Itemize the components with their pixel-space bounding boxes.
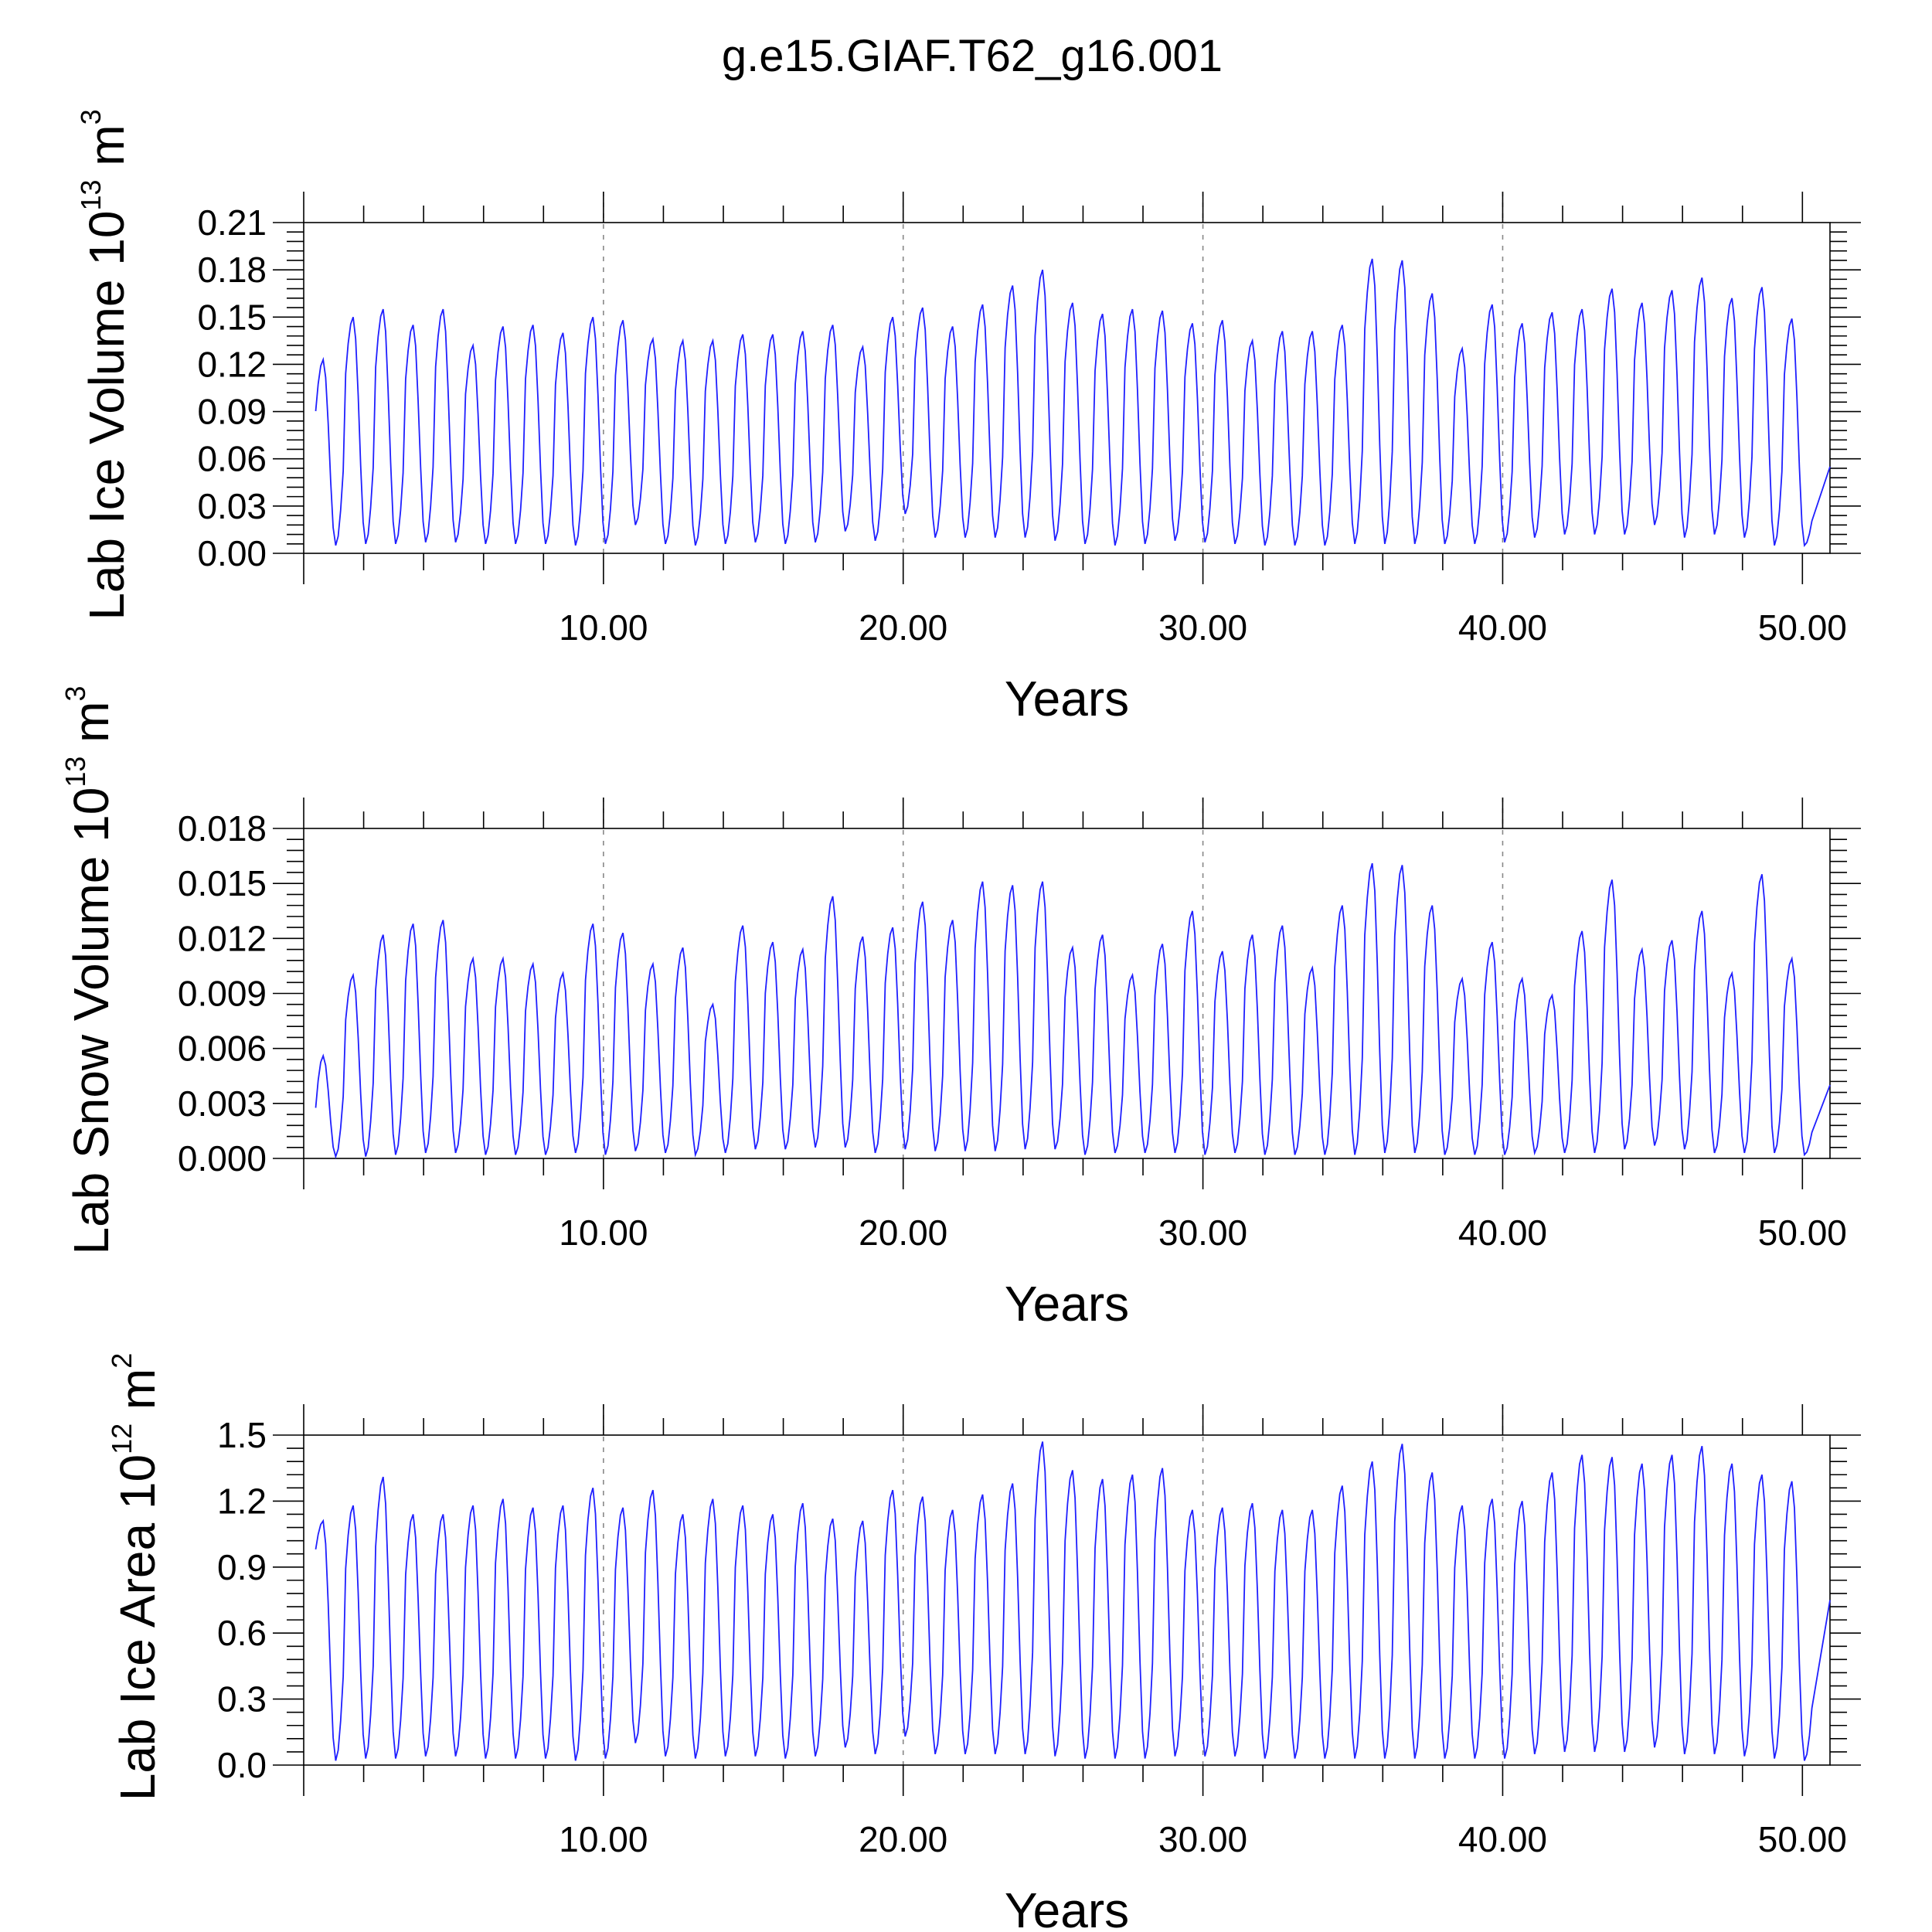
y-tick-label: 0.9 bbox=[217, 1547, 267, 1587]
panel-ice-area: 0.0 0.3 0.6 0.9 1.2 1.5 10.00 20.00 30.00 40.00 50… bbox=[106, 1353, 1861, 1932]
x-tick-label: 40.00 bbox=[1458, 1213, 1547, 1253]
x-tick-label: 30.00 bbox=[1158, 1819, 1247, 1859]
x-tick-label: 30.00 bbox=[1158, 1213, 1247, 1253]
y-tick-label: 0.15 bbox=[197, 297, 267, 337]
y-tick-label: 0.06 bbox=[197, 439, 267, 479]
y-axis-label: Lab Snow Volume 1013 m3 bbox=[60, 685, 119, 1254]
y-tick-label: 0.12 bbox=[197, 344, 267, 384]
y-tick-label: 0.09 bbox=[197, 392, 267, 432]
plot-frame bbox=[303, 1434, 1831, 1766]
y-tick-label: 0.3 bbox=[217, 1679, 267, 1719]
chart-title: g.e15.GIAF.T62_g16.001 bbox=[722, 31, 1223, 81]
panel-snow-volume: 0.000 0.003 0.006 0.009 0.012 0.015 0.018 10.00… bbox=[60, 685, 1861, 1332]
x-tick-label: 10.00 bbox=[559, 607, 648, 648]
y-tick-label: 0.012 bbox=[178, 918, 267, 958]
plot-frame bbox=[303, 222, 1831, 554]
x-tick-label: 20.00 bbox=[859, 1819, 947, 1859]
y-tick-label: 0.18 bbox=[197, 250, 267, 290]
series-line-snow-volume bbox=[315, 862, 1831, 1159]
x-axis-label: Years bbox=[1005, 1276, 1129, 1332]
x-tick-label: 10.00 bbox=[559, 1213, 648, 1253]
y-axis-label: Lab Ice Volume 1013 m3 bbox=[75, 109, 134, 620]
y-tick-label: 0.6 bbox=[217, 1613, 267, 1653]
y-tick-label: 0.006 bbox=[178, 1029, 267, 1069]
y-tick-label: 0.003 bbox=[178, 1083, 267, 1124]
x-axis-label: Years bbox=[1005, 671, 1129, 726]
x-tick-label: 40.00 bbox=[1458, 1819, 1547, 1859]
y-tick-label: 1.5 bbox=[217, 1415, 267, 1455]
y-tick-label: 0.00 bbox=[197, 533, 267, 573]
x-axis-label: Years bbox=[1005, 1883, 1129, 1932]
y-tick-label: 0.0 bbox=[217, 1745, 267, 1785]
x-tick-label: 20.00 bbox=[859, 1213, 947, 1253]
y-tick-label: 0.018 bbox=[178, 808, 267, 849]
y-tick-label: 0.03 bbox=[197, 486, 267, 526]
series-line-ice-area bbox=[315, 1441, 1831, 1761]
plot-frame bbox=[303, 828, 1831, 1159]
y-axis-label: Lab Ice Area 1012 m2 bbox=[106, 1353, 165, 1801]
x-tick-label: 40.00 bbox=[1458, 607, 1547, 648]
x-tick-label: 30.00 bbox=[1158, 607, 1247, 648]
x-tick-label: 20.00 bbox=[859, 607, 947, 648]
panel-ice-volume: 0.00 0.03 0.06 0.09 0.12 0.15 0.18 0.21 10.00 20.… bbox=[75, 109, 1861, 726]
y-tick-label: 1.2 bbox=[217, 1481, 267, 1521]
y-tick-label: 0.009 bbox=[178, 974, 267, 1014]
x-tick-label: 10.00 bbox=[559, 1819, 648, 1859]
y-tick-label: 0.21 bbox=[197, 202, 267, 243]
x-tick-label: 50.00 bbox=[1758, 1213, 1847, 1253]
x-tick-label: 50.00 bbox=[1758, 1819, 1847, 1859]
x-tick-label: 50.00 bbox=[1758, 607, 1847, 648]
series-line-ice-volume bbox=[315, 258, 1831, 548]
y-tick-label: 0.015 bbox=[178, 863, 267, 903]
y-tick-label: 0.000 bbox=[178, 1138, 267, 1179]
